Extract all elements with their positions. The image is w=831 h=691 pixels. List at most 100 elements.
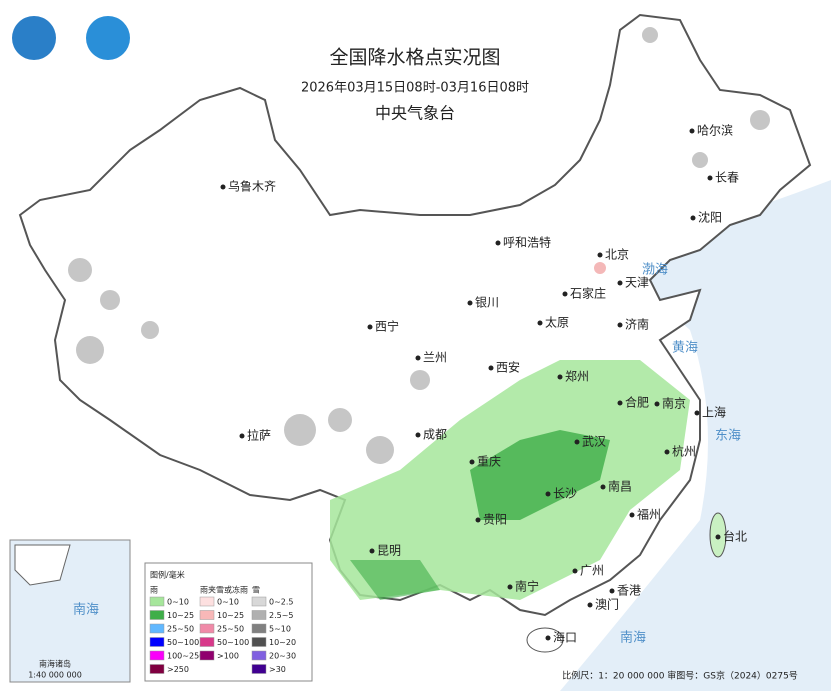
legend-swatch bbox=[149, 637, 165, 647]
city-label: 济南 bbox=[625, 317, 649, 332]
city-dot bbox=[220, 184, 226, 190]
city-dot bbox=[715, 534, 721, 540]
city-label: 南宁 bbox=[515, 579, 539, 594]
legend-range: 0~10 bbox=[167, 598, 189, 607]
footer-note: 比例尺：1：20 000 000 审图号：GS京（2024）0275号 bbox=[562, 670, 798, 682]
inset-scale: 1:40 000 000 bbox=[28, 671, 82, 680]
city-dot bbox=[664, 449, 670, 455]
city-label: 银川 bbox=[475, 296, 499, 310]
legend-swatch bbox=[251, 596, 267, 607]
city-dot bbox=[617, 280, 623, 286]
city-dot bbox=[562, 291, 568, 297]
agency: 中央气象台 bbox=[375, 104, 455, 123]
legend-swatch bbox=[199, 610, 215, 620]
legend-title: 图例/毫米 bbox=[150, 570, 185, 580]
city-dot bbox=[597, 252, 603, 258]
city-label: 天津 bbox=[625, 276, 649, 290]
legend-range: 0~10 bbox=[217, 598, 239, 607]
city-label: 合肥 bbox=[625, 395, 649, 410]
city-label: 南京 bbox=[662, 396, 686, 411]
sea-label: 南海 bbox=[620, 630, 646, 646]
city-dot bbox=[587, 602, 593, 608]
legend-swatch bbox=[149, 596, 165, 607]
legend-range: 10~20 bbox=[269, 638, 296, 647]
snow-patches bbox=[68, 27, 770, 464]
city-dot bbox=[629, 512, 635, 518]
city-label: 长春 bbox=[715, 171, 739, 185]
sea-label: 渤海 bbox=[642, 262, 668, 278]
legend-swatch bbox=[199, 623, 215, 634]
city-label: 昆明 bbox=[377, 544, 401, 558]
city-dot bbox=[707, 175, 713, 181]
legend-range: >30 bbox=[269, 665, 286, 674]
city-dot bbox=[690, 215, 696, 221]
city-dot bbox=[694, 410, 700, 416]
legend-swatch bbox=[199, 596, 215, 607]
inset-label: 南海诸岛 bbox=[39, 659, 71, 669]
legend-range: 2.5~5 bbox=[269, 611, 294, 620]
city-dot bbox=[574, 439, 580, 445]
legend-swatch bbox=[199, 637, 215, 647]
city-dot bbox=[600, 484, 606, 490]
legend-swatch bbox=[251, 650, 267, 661]
legend-range: 0~2.5 bbox=[269, 598, 294, 607]
date-range: 2026年03月15日08时-03月16日08时 bbox=[301, 81, 529, 96]
city-label: 武汉 bbox=[582, 435, 606, 449]
inset-land bbox=[14, 544, 71, 586]
city-label: 石家庄 bbox=[570, 286, 606, 301]
sea-label: 东海 bbox=[715, 429, 741, 444]
city-dot bbox=[495, 240, 501, 246]
legend-range: 25~50 bbox=[167, 625, 194, 634]
legend-swatch bbox=[149, 610, 165, 620]
city-label: 海口 bbox=[553, 630, 577, 645]
city-label: 南昌 bbox=[608, 479, 632, 494]
city-label: 郑州 bbox=[565, 369, 589, 384]
hainan bbox=[526, 627, 564, 653]
city-dot bbox=[689, 128, 695, 134]
legend-range: 10~25 bbox=[167, 611, 194, 620]
city-dot bbox=[545, 635, 551, 641]
city-dot bbox=[572, 568, 578, 574]
logo bbox=[12, 16, 56, 60]
legend-range: >100 bbox=[217, 652, 239, 661]
city-dot bbox=[617, 322, 623, 328]
legend-swatch bbox=[251, 610, 267, 620]
city-label: 兰州 bbox=[423, 351, 447, 365]
legend-header: 雪 bbox=[252, 586, 260, 595]
city-label: 上海 bbox=[702, 405, 726, 420]
city-dot bbox=[609, 588, 615, 594]
city-dot bbox=[467, 300, 473, 306]
city-label: 西宁 bbox=[375, 319, 399, 334]
legend-range: 20~30 bbox=[269, 652, 296, 661]
sea-label: 南海 bbox=[73, 602, 99, 618]
city-label: 哈尔滨 bbox=[697, 123, 733, 138]
city-dot bbox=[475, 517, 481, 523]
logo bbox=[86, 16, 130, 60]
city-dot bbox=[415, 432, 421, 438]
city-label: 乌鲁木齐 bbox=[228, 179, 276, 194]
city-dot bbox=[507, 584, 513, 590]
legend-swatch bbox=[251, 637, 267, 647]
rain-area-heavy bbox=[470, 430, 610, 520]
city-label: 呼和浩特 bbox=[503, 235, 551, 250]
legend-range: 100~250 bbox=[167, 652, 204, 661]
city-dot bbox=[488, 365, 494, 371]
legend-swatch bbox=[149, 623, 165, 634]
city-label: 广州 bbox=[580, 564, 604, 578]
legend-range: 50~100 bbox=[217, 638, 249, 647]
sea-area bbox=[560, 180, 831, 691]
city-dot bbox=[617, 400, 623, 406]
legend-range: 25~50 bbox=[217, 625, 244, 634]
sea-label: 黄海 bbox=[672, 341, 698, 356]
city-label: 重庆 bbox=[477, 455, 501, 469]
city-label: 贵阳 bbox=[483, 513, 507, 527]
city-dot bbox=[369, 548, 375, 554]
city-label: 长沙 bbox=[553, 487, 577, 501]
city-dot bbox=[367, 324, 373, 330]
city-label: 杭州 bbox=[672, 444, 696, 459]
city-label: 澳门 bbox=[595, 597, 619, 612]
city-label: 拉萨 bbox=[247, 428, 271, 443]
sleet-patch bbox=[594, 262, 606, 274]
legend-header: 雨 bbox=[150, 586, 158, 595]
